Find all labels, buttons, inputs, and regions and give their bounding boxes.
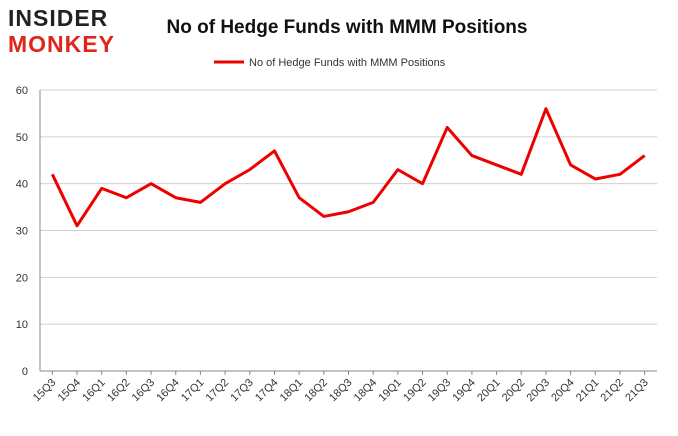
legend-label: No of Hedge Funds with MMM Positions bbox=[249, 57, 446, 69]
x-tick-label: 15Q4 bbox=[56, 377, 84, 405]
y-tick-label: 50 bbox=[16, 132, 28, 144]
x-tick-label: 20Q3 bbox=[525, 377, 553, 405]
x-tick-label: 17Q1 bbox=[179, 377, 207, 405]
y-tick-label: 0 bbox=[22, 366, 28, 378]
x-tick-label: 16Q3 bbox=[130, 377, 158, 405]
x-tick-label: 21Q3 bbox=[623, 377, 651, 405]
x-tick-label: 21Q2 bbox=[599, 377, 627, 405]
x-tick-label: 19Q1 bbox=[376, 377, 404, 405]
x-tick-label: 15Q3 bbox=[31, 377, 59, 405]
x-tick-label: 20Q1 bbox=[475, 377, 503, 405]
x-tick-label: 20Q2 bbox=[500, 377, 528, 405]
x-tick-label: 19Q4 bbox=[450, 377, 478, 405]
y-tick-label: 10 bbox=[16, 319, 28, 331]
x-tick-label: 19Q2 bbox=[401, 377, 429, 405]
x-tick-label: 18Q3 bbox=[327, 377, 355, 405]
x-tick-label: 18Q4 bbox=[352, 377, 380, 405]
y-tick-label: 20 bbox=[16, 272, 28, 284]
x-tick-label: 21Q1 bbox=[574, 377, 602, 405]
x-tick-label: 20Q4 bbox=[549, 377, 577, 405]
logo-top: INSIDER bbox=[8, 5, 108, 31]
x-tick-label: 18Q2 bbox=[302, 377, 330, 405]
logo-bottom: MONKEY bbox=[8, 31, 115, 57]
x-tick-label: 16Q2 bbox=[105, 377, 133, 405]
x-tick-label: 17Q2 bbox=[204, 377, 232, 405]
x-tick-label: 17Q4 bbox=[253, 377, 281, 405]
x-tick-label: 16Q1 bbox=[80, 377, 108, 405]
data-line bbox=[50, 107, 646, 228]
x-tick-label: 19Q3 bbox=[426, 377, 454, 405]
x-tick-label: 17Q3 bbox=[228, 377, 256, 405]
y-tick-label: 60 bbox=[16, 85, 28, 97]
x-tick-label: 18Q1 bbox=[278, 377, 306, 405]
chart-title: No of Hedge Funds with MMM Positions bbox=[167, 17, 528, 38]
y-tick-label: 40 bbox=[16, 179, 28, 191]
y-tick-label: 30 bbox=[16, 226, 28, 238]
x-tick-label: 16Q4 bbox=[154, 377, 182, 405]
